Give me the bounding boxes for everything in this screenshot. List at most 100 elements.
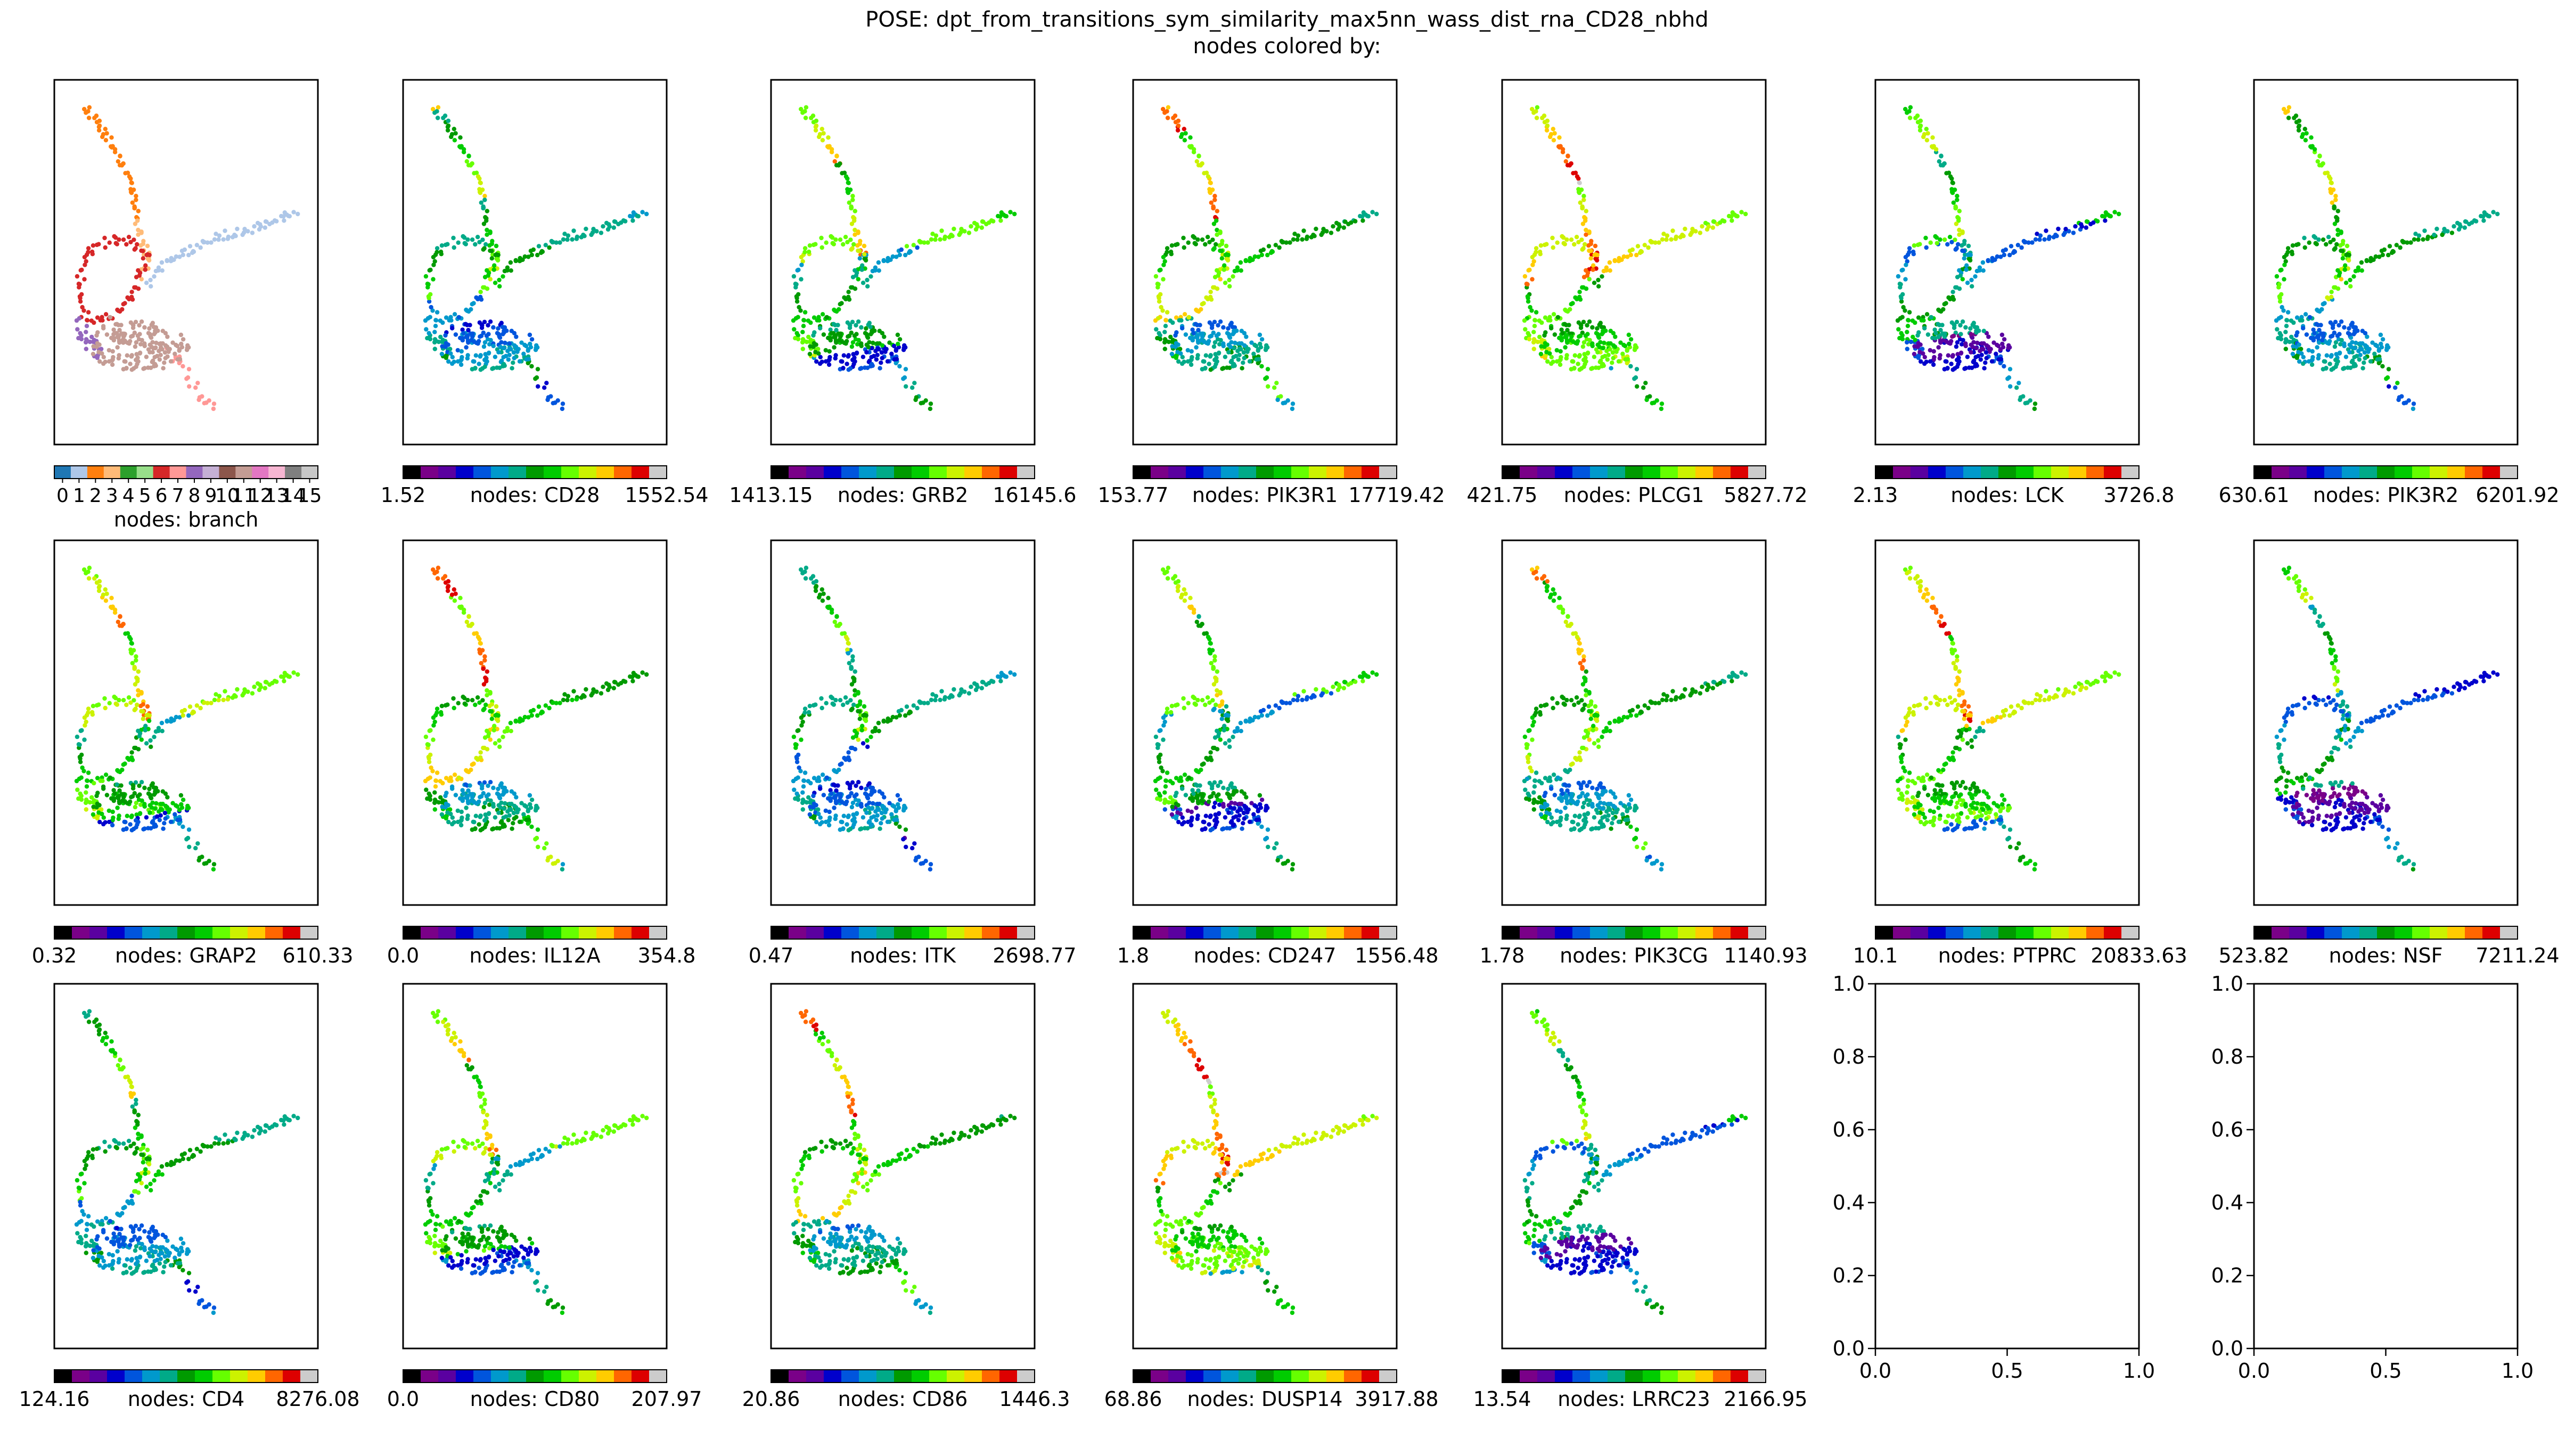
colorbar-segment [806,466,824,479]
node-point [486,332,491,336]
node-point [446,359,451,364]
node-point [1370,670,1375,675]
node-point [847,325,852,330]
node-point [897,713,903,718]
colorbar-segment [1133,466,1151,479]
node-point [223,228,227,233]
node-point [1353,679,1358,684]
node-point [485,268,489,273]
node-point [1545,118,1550,124]
node-point [470,762,474,767]
node-point [859,826,864,831]
node-point [850,357,855,363]
node-point [2363,356,2367,360]
node-point [814,803,818,808]
node-point [1680,233,1685,237]
node-point [826,596,831,601]
node-point [98,778,103,783]
node-point [142,826,147,831]
node-point [158,341,163,346]
node-point [1534,310,1539,315]
node-point [496,326,501,331]
node-point [124,242,129,247]
node-point [895,332,900,338]
node-point [1937,356,1942,361]
colorbar-min-label: 1.52 [381,483,426,507]
node-point [2042,237,2047,242]
node-point [458,822,464,828]
node-point [487,802,492,807]
node-point [477,799,481,804]
node-point [240,232,245,237]
node-point [92,320,96,325]
node-point [128,361,133,366]
node-point [888,257,893,262]
node-point [1534,246,1539,251]
node-point [1722,219,1727,224]
node-point [1186,240,1191,245]
node-point [1178,347,1183,351]
node-point [1610,360,1614,365]
node-point [1944,171,1949,176]
node-point [480,237,485,242]
node-point [828,336,833,341]
node-point [136,669,141,674]
node-point [195,841,200,846]
node-point [623,219,628,224]
node-point [850,818,855,823]
node-point [529,337,535,342]
node-point [1212,654,1217,659]
node-point [845,240,850,244]
node-point [103,598,109,603]
node-point [1223,741,1228,746]
node-point [456,775,462,780]
node-point [1932,355,1937,360]
node-point [2351,325,2356,330]
colorbar-segment [789,466,807,479]
node-point [497,335,503,340]
node-point [111,815,116,820]
node-point [1174,315,1179,320]
node-point [1232,346,1236,351]
node-point [1169,704,1175,709]
node-point [851,702,856,708]
node-point [1664,237,1669,242]
node-point [466,154,471,159]
node-point [1206,174,1211,179]
colorbar-segment [771,466,789,479]
node-point [1229,320,1234,325]
node-point [110,822,115,828]
node-point [2053,233,2058,237]
node-point [2359,260,2364,265]
node-point [1975,353,1981,358]
colorbar-segment [54,466,71,479]
node-point [137,734,142,738]
colorbar-min-label: 630.61 [2219,483,2290,507]
node-point [86,710,91,715]
node-point [156,726,161,730]
node-point [94,333,99,338]
node-point [2318,323,2323,327]
colorbar-segment [912,466,930,479]
node-point [1199,767,1203,772]
node-point [139,319,144,324]
node-point [1998,357,2004,361]
node-point [136,268,141,273]
node-point [89,710,95,715]
node-point [1225,718,1231,723]
node-point [797,765,801,770]
node-point [1585,332,1590,336]
node-point [867,781,872,786]
colorbar-segment [1875,466,1893,479]
node-point [2112,210,2117,215]
node-point [533,837,538,842]
node-point [1592,281,1597,285]
node-point [1217,703,1222,709]
node-point [1547,351,1552,356]
node-point [453,332,458,337]
node-point [529,797,535,802]
node-point [129,334,134,339]
colorbar-segment [1998,466,2016,479]
node-point [910,846,915,851]
